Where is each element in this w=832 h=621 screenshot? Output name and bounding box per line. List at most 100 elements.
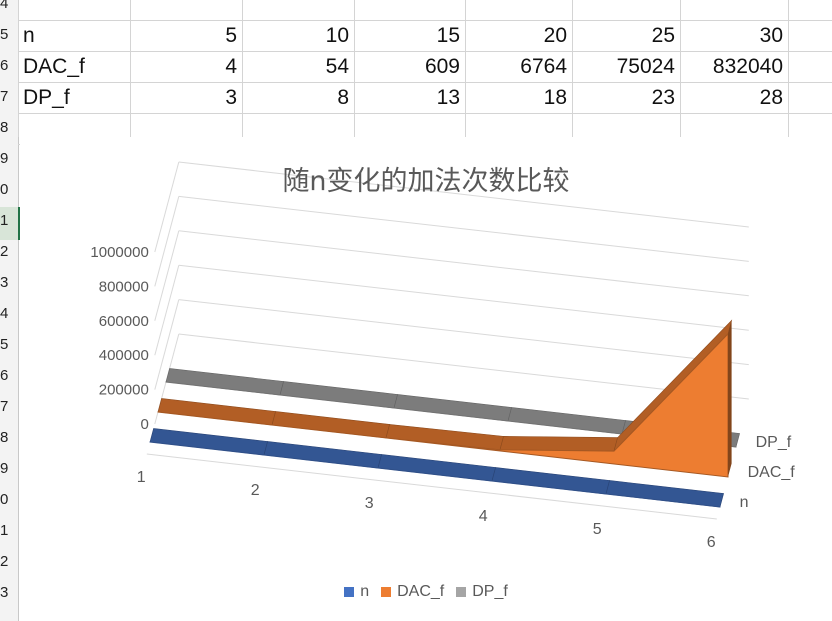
row-number[interactable]: 5 <box>0 26 9 43</box>
row-number[interactable]: 1 <box>0 522 9 539</box>
value-cell[interactable]: 30 <box>759 24 783 47</box>
depth-label: DAC_f <box>748 464 796 481</box>
grid-line <box>788 0 789 137</box>
row-number[interactable]: 3 <box>0 274 9 291</box>
row-number[interactable]: 9 <box>0 150 9 167</box>
grid-line <box>130 0 131 137</box>
area-top-surface <box>149 428 268 456</box>
gridline <box>154 299 180 390</box>
value-cell[interactable]: 10 <box>325 24 349 47</box>
grid-line <box>465 0 466 137</box>
row-number[interactable]: 9 <box>0 460 9 477</box>
row-number[interactable]: 2 <box>0 553 9 570</box>
grid-line <box>680 0 681 137</box>
value-cell[interactable]: 20 <box>543 24 567 47</box>
value-cell[interactable]: 18 <box>543 86 567 109</box>
legend-swatch <box>381 587 392 597</box>
legend-item[interactable]: DAC_f <box>381 583 444 601</box>
value-cell[interactable]: 6764 <box>520 55 567 78</box>
row-number[interactable]: 8 <box>0 429 9 446</box>
value-cell[interactable]: 8 <box>337 86 349 109</box>
legend-item[interactable]: n <box>344 583 369 601</box>
chart-title: 随n变化的加法次数比较 <box>282 166 570 197</box>
gridline <box>178 161 749 228</box>
row-number[interactable]: 4 <box>0 305 9 322</box>
area-top-surface <box>491 467 610 495</box>
area-top-surface <box>377 454 496 482</box>
selected-row-marker <box>0 207 20 240</box>
y-tick-label: 400000 <box>99 347 149 364</box>
value-cell[interactable]: 28 <box>759 86 783 109</box>
area-DAC_f <box>157 332 729 478</box>
value-cell[interactable]: 54 <box>325 55 349 78</box>
area-top-surface <box>157 398 276 426</box>
depth-label: DP_f <box>756 434 792 451</box>
area-top-surface <box>393 394 512 422</box>
value-cell[interactable]: 25 <box>651 24 675 47</box>
plot-area: 0 200000 400000 600000 800000 1000000 1 2 3 4 5 6 DP… <box>90 161 796 551</box>
y-tick-label: 600000 <box>99 313 149 330</box>
grid-line <box>18 0 19 137</box>
value-cell[interactable]: 15 <box>436 24 460 47</box>
row-number[interactable]: 3 <box>0 584 9 601</box>
y-tick-label: 800000 <box>99 278 149 295</box>
floor-edge <box>146 453 717 520</box>
gridline <box>178 333 749 400</box>
row-number[interactable]: 7 <box>0 398 9 415</box>
value-cell[interactable]: 4 <box>225 55 237 78</box>
row-number[interactable]: 4 <box>0 0 9 12</box>
area-end-cap <box>720 493 724 507</box>
grid-line <box>242 0 243 137</box>
row-number[interactable]: 6 <box>0 367 9 384</box>
row-number[interactable]: 8 <box>0 119 9 136</box>
gridline <box>154 161 180 253</box>
legend-label: DP_f <box>472 583 508 600</box>
value-cell[interactable]: 5 <box>225 24 237 47</box>
value-cell[interactable]: 832040 <box>712 55 783 78</box>
y-tick-label: 1000000 <box>90 244 148 261</box>
y-tick-label: 0 <box>140 416 148 433</box>
gridline <box>178 299 749 366</box>
x-tick-label: 5 <box>593 521 602 538</box>
gridline <box>178 264 749 331</box>
depth-label: n <box>740 494 749 511</box>
gridline <box>154 265 180 356</box>
value-cell[interactable]: 609 <box>424 55 460 78</box>
row-number[interactable]: 1 <box>0 212 9 229</box>
row-number[interactable]: 0 <box>0 491 9 508</box>
row-label-cell[interactable]: n <box>23 24 35 47</box>
row-number[interactable]: 0 <box>0 181 9 198</box>
grid-line <box>18 113 832 114</box>
x-tick-label: 1 <box>137 469 146 486</box>
value-cell[interactable]: 13 <box>436 86 460 109</box>
y-tick-label: 200000 <box>99 382 149 399</box>
row-label-cell[interactable]: DP_f <box>23 86 70 109</box>
x-tick-label: 2 <box>251 482 260 499</box>
area-end-cap <box>728 320 732 477</box>
value-cell[interactable]: 23 <box>651 86 675 109</box>
grid-line <box>354 0 355 137</box>
value-cell[interactable]: 75024 <box>616 55 675 78</box>
area-top-surface <box>263 441 382 469</box>
row-number[interactable]: 6 <box>0 57 9 74</box>
legend-swatch <box>456 587 467 597</box>
row-number[interactable]: 7 <box>0 88 9 105</box>
legend-label: DAC_f <box>397 583 445 600</box>
area-n <box>149 441 721 508</box>
area-end-cap <box>736 433 740 447</box>
chart-area[interactable]: 随n变化的加法次数比较 0 200000 400000 600000 800000 100… <box>20 137 832 621</box>
row-header-column[interactable] <box>0 0 20 621</box>
x-tick-label: 4 <box>479 508 488 525</box>
gridline <box>154 230 180 321</box>
gridline <box>178 230 749 297</box>
grid-line <box>18 82 832 83</box>
row-label-cell[interactable]: DAC_f <box>23 55 85 78</box>
legend-item[interactable]: DP_f <box>456 583 508 601</box>
grid-line <box>18 51 832 52</box>
area-top-surface <box>165 368 284 396</box>
row-number[interactable]: 5 <box>0 336 9 353</box>
area-top-surface <box>605 480 724 508</box>
value-cell[interactable]: 3 <box>225 86 237 109</box>
row-number[interactable]: 2 <box>0 243 9 260</box>
